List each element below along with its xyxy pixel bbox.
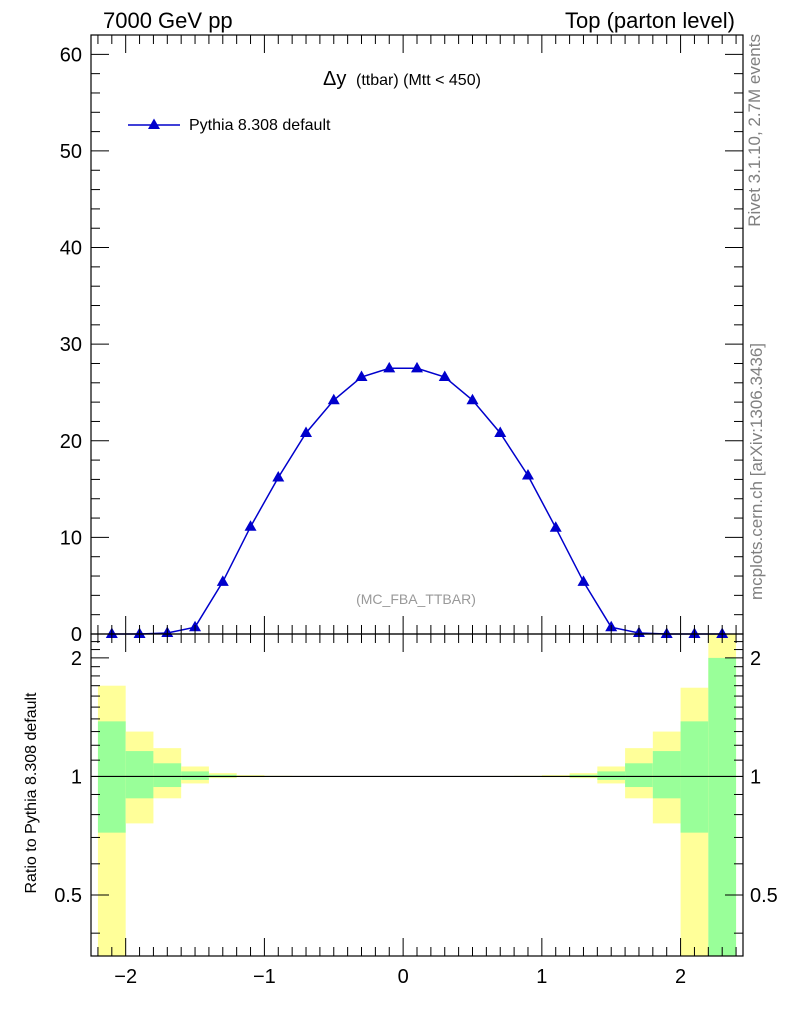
plot-title: (ttbar) (Mtt < 450) xyxy=(356,72,481,89)
series-point xyxy=(272,471,284,482)
main-ytick-label: 10 xyxy=(60,527,82,549)
header-process: Top (parton level) xyxy=(565,8,735,33)
plot-frames xyxy=(91,35,743,956)
series-point xyxy=(328,394,340,405)
ratio-ytick-label: 1 xyxy=(71,766,82,788)
main-ytick-label: 60 xyxy=(60,44,82,66)
ratio-band-inner xyxy=(126,751,154,798)
xtick-label: −1 xyxy=(253,966,276,988)
ratio-ytick-label: 2 xyxy=(71,648,82,670)
series-point xyxy=(550,521,562,532)
ratio-bands xyxy=(91,634,743,956)
mcplots-label: mcplots.cern.ch [arXiv:1306.3436] xyxy=(747,343,766,600)
series-point xyxy=(383,362,395,373)
rivet-version-label: Rivet 3.1.10, 2.7M events xyxy=(745,34,764,227)
tick-labels: 0 10 20 30 40 50 60 −2 −1 0 1 2 0.5 0.5 1 1 2 2 xyxy=(54,44,778,988)
ratio-band-inner xyxy=(653,751,681,798)
ratio-ytick-label: 0.5 xyxy=(54,885,82,907)
series-point xyxy=(466,394,478,405)
ratio-band-inner xyxy=(625,763,653,787)
axis-ticks xyxy=(91,35,743,956)
main-ytick-label: 30 xyxy=(60,334,82,356)
header-energy: 7000 GeV pp xyxy=(103,8,233,33)
main-ytick-label: 50 xyxy=(60,141,82,163)
legend-label: Pythia 8.308 default xyxy=(189,117,331,134)
series-point xyxy=(245,520,257,531)
xtick-label: 2 xyxy=(675,966,686,988)
series-point xyxy=(411,362,423,373)
xtick-label: 1 xyxy=(536,966,547,988)
legend-marker xyxy=(148,119,160,130)
analysis-watermark: (MC_FBA_TTBAR) xyxy=(356,591,476,607)
ratio-ytick-label-right: 0.5 xyxy=(750,885,778,907)
main-ytick-label: 40 xyxy=(60,238,82,260)
ratio-ylabel: Ratio to Pythia 8.308 default xyxy=(23,692,40,894)
xtick-label: 0 xyxy=(398,966,409,988)
main-ytick-label: 20 xyxy=(60,431,82,453)
ratio-band-inner xyxy=(597,771,625,780)
ratio-band-inner xyxy=(181,771,209,780)
series-point xyxy=(522,469,534,480)
plot-title-symbol: Δy xyxy=(323,68,346,90)
ratio-ytick-label-right: 2 xyxy=(750,648,761,670)
xtick-label: −2 xyxy=(114,966,137,988)
series-point xyxy=(217,575,229,586)
ratio-ytick-label-right: 1 xyxy=(750,766,761,788)
ratio-band-inner xyxy=(153,763,181,787)
series-point xyxy=(577,575,589,586)
main-ytick-label: 0 xyxy=(71,624,82,646)
ratio-band-inner xyxy=(708,658,736,956)
